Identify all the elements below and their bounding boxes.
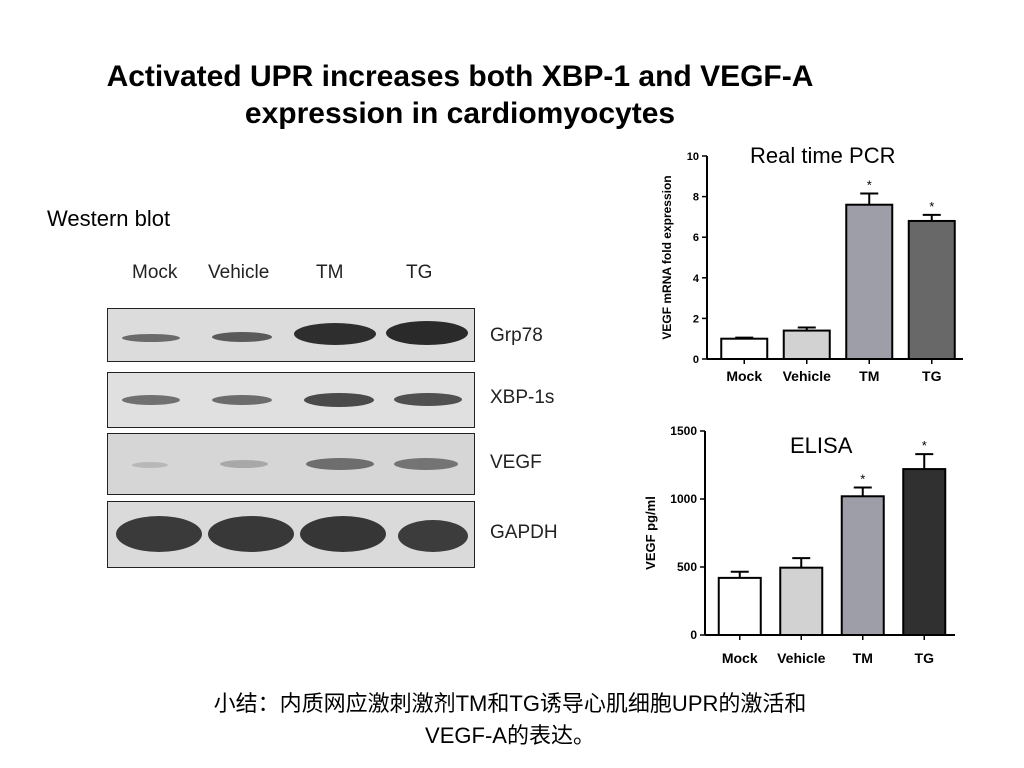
band: [306, 458, 374, 470]
y-tick-label: 8: [693, 192, 699, 204]
band: [386, 321, 468, 345]
summary-line-1: 小结：内质网应激刺激剂TM和TG诱导心肌细胞UPR的激活和: [213, 691, 807, 716]
x-tick-label: Mock: [722, 650, 758, 666]
band: [116, 516, 202, 552]
band: [304, 393, 374, 407]
slide-title-line-2: expression in cardiomyocytes: [244, 97, 676, 130]
elisa-bar-chart: 0 500 1000 1500 VEGF pg/ml Mock Vehicle TM * TG *: [643, 424, 955, 666]
band: [300, 516, 386, 552]
y-tick-label: 0: [690, 628, 697, 642]
band: [212, 395, 272, 405]
bar: [717, 576, 762, 637]
protein-label-xbp1s: XBP-1s: [490, 387, 555, 408]
blot-strip-gapdh: [107, 501, 475, 568]
x-tick-label: TM: [853, 650, 873, 666]
elisa-chart-title: ELISA: [790, 433, 853, 458]
band: [212, 332, 272, 342]
y-axis-label: VEGF pg/ml: [643, 496, 658, 570]
summary-line-2: VEGF-A的表达。: [425, 723, 595, 748]
y-tick-label: 1500: [670, 424, 697, 438]
x-tick-label: TG: [922, 368, 942, 384]
lane-label-tm: TM: [316, 262, 344, 283]
band: [220, 460, 268, 468]
bar: [902, 468, 947, 636]
pcr-chart-title: Real time PCR: [750, 143, 896, 168]
slide-title-line-1: Activated UPR increases both XBP-1 and V…: [106, 60, 814, 93]
y-tick-label: 2: [693, 313, 699, 325]
band: [394, 393, 462, 406]
pcr-bar-chart: 0 2 4 6 8 10 VEGF mRNA fold expression Mock Vehi…: [660, 151, 963, 384]
band: [122, 395, 180, 405]
western-blot-label: Western blot: [47, 206, 171, 231]
band: [122, 334, 180, 342]
bar: [840, 495, 885, 636]
protein-label-grp78: Grp78: [490, 325, 543, 346]
slide-title: Activated UPR increases both XBP-1 and V…: [40, 58, 880, 132]
bar: [845, 203, 894, 360]
lane-label-mock: Mock: [132, 262, 178, 283]
significance-marker: *: [922, 438, 927, 453]
bar: [779, 566, 824, 636]
blot-strip-vegf: [107, 433, 475, 495]
y-tick-label: 500: [677, 560, 697, 574]
band: [394, 458, 458, 470]
x-tick-label: Vehicle: [783, 368, 831, 384]
y-tick-label: 10: [687, 151, 699, 163]
blot-strip-grp78: [107, 308, 475, 362]
bar: [907, 219, 956, 360]
band: [208, 516, 294, 552]
y-tick-label: 1000: [670, 492, 697, 506]
significance-marker: *: [929, 199, 934, 214]
lane-label-tg: TG: [406, 262, 433, 283]
y-axis-label: VEGF mRNA fold expression: [660, 175, 674, 339]
y-tick-label: 0: [693, 354, 699, 366]
x-tick-label: TM: [859, 368, 879, 384]
x-tick-label: TG: [915, 650, 935, 666]
band: [398, 520, 468, 552]
y-tick-label: 4: [693, 273, 700, 285]
y-tick-label: 6: [693, 232, 699, 244]
protein-label-gapdh: GAPDH: [490, 522, 558, 543]
summary-text: 小结：内质网应激刺激剂TM和TG诱导心肌细胞UPR的激活和 VEGF-A的表达。: [90, 688, 930, 752]
band: [294, 323, 376, 345]
blot-strip-xbp1s: [107, 372, 475, 428]
x-tick-label: Vehicle: [777, 650, 825, 666]
bar: [782, 329, 831, 361]
x-tick-label: Mock: [726, 368, 762, 384]
protein-label-vegf: VEGF: [490, 452, 542, 473]
significance-marker: *: [867, 178, 872, 193]
lane-label-vehicle: Vehicle: [208, 262, 270, 283]
significance-marker: *: [860, 471, 865, 486]
bar: [720, 337, 769, 360]
band: [132, 462, 168, 468]
